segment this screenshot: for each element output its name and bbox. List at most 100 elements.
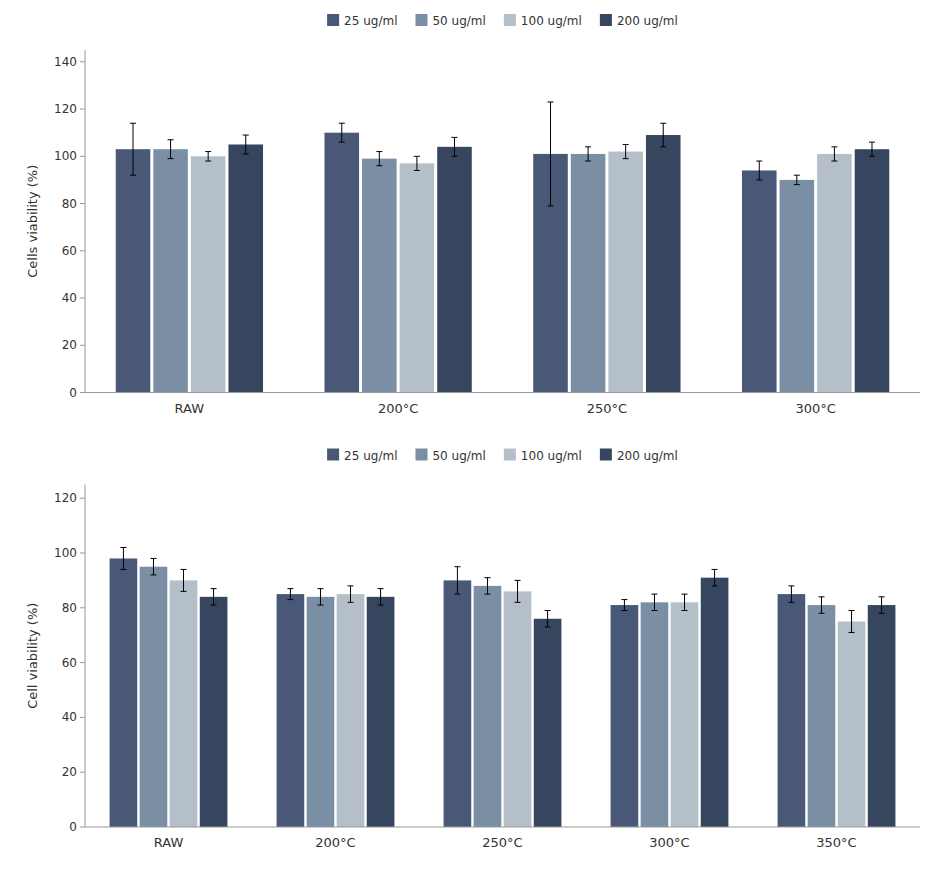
error-cap [585, 146, 591, 147]
bar [110, 558, 138, 827]
error-line [123, 548, 124, 570]
y-tick [80, 61, 85, 62]
bar [671, 602, 699, 827]
error-cap [287, 599, 293, 600]
error-bar [120, 548, 126, 570]
error-cap [130, 175, 136, 176]
bar [571, 154, 606, 393]
x-tick-label: 200°C [315, 835, 355, 850]
error-cap [651, 610, 657, 611]
error-line [487, 578, 488, 594]
legend: 25 ug/ml50 ug/ml100 ug/ml200 ug/ml [327, 14, 678, 28]
error-cap [414, 156, 420, 157]
error-cap [515, 580, 521, 581]
legend-label: 200 ug/ml [617, 14, 678, 28]
error-bar [756, 161, 762, 180]
y-tick-label: 80 [62, 601, 77, 615]
legend-swatch [504, 449, 516, 461]
error-cap [788, 585, 794, 586]
error-cap [451, 156, 457, 157]
error-bar [150, 558, 156, 574]
x-tick-label: 300°C [649, 835, 689, 850]
error-bar [205, 152, 211, 161]
error-cap [120, 569, 126, 570]
bar [611, 605, 639, 827]
error-cap [548, 101, 554, 102]
bar [277, 594, 305, 827]
y-tick-label: 100 [54, 149, 77, 163]
legend-label: 200 ug/ml [617, 449, 678, 463]
plot-area [110, 548, 896, 827]
error-cap [660, 146, 666, 147]
error-cap [756, 179, 762, 180]
error-bar [339, 123, 345, 142]
error-line [851, 611, 852, 633]
error-cap [794, 175, 800, 176]
y-tick [80, 156, 85, 157]
legend-item: 100 ug/ml [504, 14, 582, 28]
error-cap [712, 585, 718, 586]
error-line [663, 123, 664, 147]
error-line [416, 156, 417, 170]
error-line [654, 594, 655, 610]
error-cap [660, 123, 666, 124]
error-cap [682, 610, 688, 611]
bar [838, 622, 866, 828]
error-line [454, 137, 455, 156]
y-tick [80, 250, 85, 251]
error-cap [454, 594, 460, 595]
error-bar [168, 140, 174, 159]
y-tick [80, 827, 85, 828]
error-bar [414, 156, 420, 170]
error-cap [150, 574, 156, 575]
error-bar [788, 586, 794, 602]
x-tick-label: RAW [154, 835, 184, 850]
bar [437, 147, 472, 393]
error-cap [831, 161, 837, 162]
bar [140, 567, 168, 827]
error-cap [515, 602, 521, 603]
bar [362, 159, 397, 393]
y-tick [80, 109, 85, 110]
error-cap [849, 632, 855, 633]
error-cap [651, 594, 657, 595]
error-cap [168, 139, 174, 140]
y-tick-label: 0 [69, 820, 77, 834]
legend-item: 50 ug/ml [415, 449, 485, 463]
legend-item: 200 ug/ml [600, 14, 678, 28]
x-tick-label: 350°C [816, 835, 856, 850]
bar [444, 580, 472, 827]
bar [646, 135, 681, 392]
error-cap [794, 184, 800, 185]
error-bar [585, 147, 591, 161]
bar [153, 149, 188, 392]
error-line [714, 569, 715, 585]
y-tick [80, 498, 85, 499]
legend-item: 25 ug/ml [327, 449, 397, 463]
legend-swatch [415, 14, 427, 26]
y-tick [80, 607, 85, 608]
y-axis-label: Cell viability (%) [25, 603, 40, 709]
error-cap [211, 588, 217, 589]
error-bar [317, 589, 323, 605]
bar [742, 170, 777, 392]
y-tick [80, 772, 85, 773]
y-tick-label: 120 [54, 102, 77, 116]
error-cap [348, 585, 354, 586]
error-cap [484, 594, 490, 595]
error-line [290, 589, 291, 600]
error-line [834, 147, 835, 161]
error-cap [756, 161, 762, 162]
y-tick [80, 392, 85, 393]
y-tick-label: 140 [54, 55, 77, 69]
bar [534, 619, 562, 827]
panel: 020406080100120140RAW200°C250°C300°CCell… [25, 14, 920, 416]
error-cap [623, 158, 629, 159]
bar [307, 597, 335, 827]
error-cap [181, 591, 187, 592]
legend: 25 ug/ml 50 ug/ml 100 ug/ml 200 ug/ml [327, 449, 678, 463]
legend-item: 100 ug/ml [504, 449, 582, 463]
error-cap [879, 596, 885, 597]
error-cap [585, 161, 591, 162]
x-axis-line [85, 392, 920, 393]
